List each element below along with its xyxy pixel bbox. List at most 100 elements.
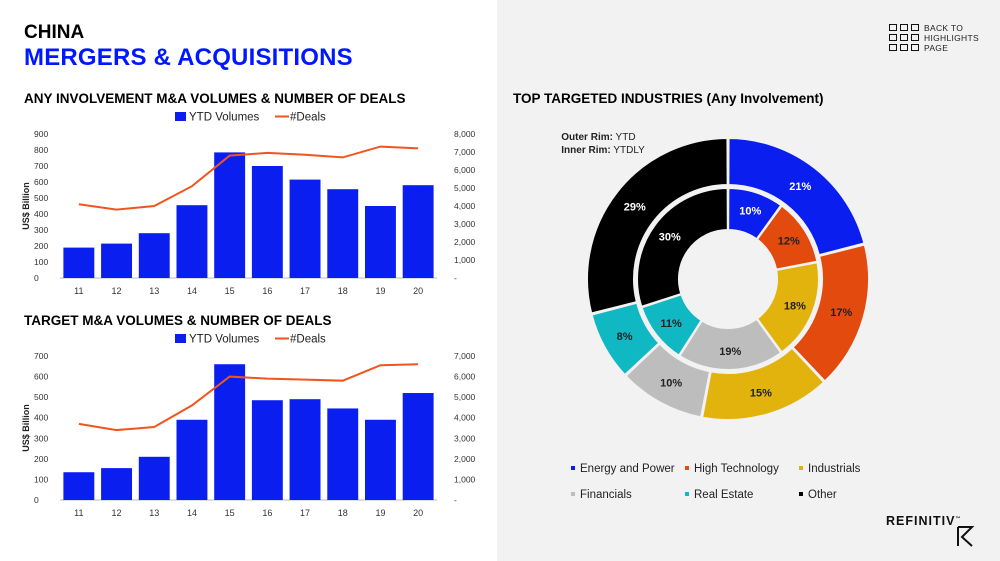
chart1-deals-line <box>78 145 419 211</box>
chart2-xtick-label: 12 <box>112 508 122 518</box>
chart-target: YTD Volumes #Deals 0 100 200 300 400 500 600 700 -… <box>21 334 476 519</box>
chart1-y2tick-label: 2,000 <box>454 237 476 247</box>
outer-slice-energy-and-power <box>727 136 866 257</box>
chart2-xtick-label: 13 <box>149 508 159 518</box>
chart1-bar <box>138 233 170 278</box>
chart1-ytick-label: 600 <box>34 177 48 187</box>
legend-swatch-energy-and-power <box>571 465 575 470</box>
inner-label-other: 30% <box>659 232 681 244</box>
donut-title: TOP TARGETED INDUSTRIES (Any Involvement… <box>513 91 824 106</box>
chart1-xtick-label: 12 <box>112 286 122 296</box>
outer-slice-other <box>586 136 729 315</box>
legend-swatch-financials <box>571 491 575 496</box>
page-title: MERGERS & ACQUISITIONS <box>24 44 353 71</box>
outer-label-other: 29% <box>624 202 646 214</box>
outer-slice-industrials <box>700 346 826 421</box>
inner-label-real-estate: 11% <box>660 318 682 330</box>
chart2-xtick-label: 14 <box>187 508 197 518</box>
chart2-bar <box>214 364 246 500</box>
refinitiv-logo: REFINITIV™ <box>886 514 962 528</box>
chart2-ytick-label: 200 <box>34 454 48 464</box>
chart1-xtick-label: 20 <box>413 286 423 296</box>
chart1-ytick-label: 400 <box>34 209 48 219</box>
chart1-bar <box>176 205 208 278</box>
chart1-y2tick-label: 1,000 <box>454 255 476 265</box>
chart2-legend-line-label: #Deals <box>290 334 326 346</box>
chart2-bar <box>63 472 95 500</box>
chart1-legend-bar-swatch <box>175 112 186 121</box>
chart1-ytick-label: 500 <box>34 193 48 203</box>
chart1-ytick-label: 900 <box>34 129 48 139</box>
chart2-legend-bar-swatch <box>175 334 186 343</box>
legend-item-other: Other <box>799 489 837 501</box>
chart2-y2tick-label: 1,000 <box>454 474 476 484</box>
chart1-xtick-label: 14 <box>187 286 197 296</box>
chart2-xtick-label: 11 <box>74 508 83 518</box>
outer-label-industrials: 15% <box>750 387 772 399</box>
chart1-bar <box>327 189 359 278</box>
chart1-y2tick-label: 4,000 <box>454 201 476 211</box>
chart2-xtick-label: 20 <box>413 508 423 518</box>
chart1-ylabel: US$ Billion <box>21 182 31 230</box>
chart2-y2tick-label: 5,000 <box>454 392 476 402</box>
chart1-bar <box>289 179 321 278</box>
outer-label-financials: 10% <box>660 377 682 389</box>
chart2-xtick-label: 19 <box>375 508 385 518</box>
chart1-legend-bar-label: YTD Volumes <box>189 112 260 124</box>
chart2-bar <box>176 419 208 500</box>
legend-label-real-estate: Real Estate <box>694 489 754 501</box>
chart1-legend: YTD Volumes #Deals <box>175 112 326 124</box>
outer-label-real-estate: 8% <box>617 331 633 343</box>
donut-note: • Outer Rim: YTD <box>560 132 636 143</box>
chart1-legend-line-label: #Deals <box>290 112 326 124</box>
legend-item-real-estate: Real Estate <box>685 489 753 501</box>
chart1-ytick-label: 100 <box>34 257 48 267</box>
donut-chart: • Outer Rim: YTD • Inner Rim: YTDLY 21% 17%… <box>560 132 870 421</box>
chart2-legend-bar-label: YTD Volumes <box>189 334 260 346</box>
chart-any-involvement: YTD Volumes #Deals 0 100 200 300 400 500 600 700 8… <box>21 112 476 297</box>
chart1-y2tick-label: 5,000 <box>454 183 476 193</box>
chart1-bar <box>364 206 396 278</box>
legend-item-high-technology: High Technology <box>685 463 779 475</box>
chart2-y2tick-label: 6,000 <box>454 372 476 382</box>
chart2-legend: YTD Volumes #Deals <box>175 334 326 346</box>
chart2-bar <box>138 456 170 500</box>
chart2-ylabel: US$ Billion <box>21 404 31 452</box>
back-to-highlights-label: BACK TO HIGHLIGHTS PAGE <box>924 23 979 53</box>
chart2-ytick-label: 500 <box>34 392 48 402</box>
legend-label-other: Other <box>808 489 837 501</box>
chart1-ytick-label: 300 <box>34 225 48 235</box>
inner-label-energy-and-power: 10% <box>739 206 761 218</box>
refinitiv-mark-icon <box>957 526 975 547</box>
chart1-ytick-label: 800 <box>34 145 48 155</box>
legend-swatch-industrials <box>799 465 803 470</box>
chart2-ytick-label: 300 <box>34 433 48 443</box>
chart1-ytick-label: 700 <box>34 161 48 171</box>
chart1-xtick-label: 19 <box>375 286 385 296</box>
chart2-bar <box>251 400 283 500</box>
chart2-xtick-label: 18 <box>338 508 348 518</box>
chart2-bar <box>327 408 359 500</box>
chart1-bar <box>63 247 95 278</box>
left-panel: CHINA MERGERS & ACQUISITIONS ANY INVOLVE… <box>0 0 497 561</box>
chart1-xtick-label: 17 <box>300 286 310 296</box>
chart2-xtick-label: 17 <box>300 508 310 518</box>
outer-slice-real-estate <box>590 301 661 377</box>
outer-slice-high-technology <box>791 243 870 383</box>
chart2-y2tick-label: - <box>454 495 457 505</box>
chart1-xtick-label: 15 <box>225 286 235 296</box>
legend-label-financials: Financials <box>580 489 632 501</box>
chart2-y2tick-label: 4,000 <box>454 413 476 423</box>
country-title: CHINA <box>24 22 85 43</box>
chart2-bar <box>101 468 133 500</box>
chart2-y2tick-label: 7,000 <box>454 351 476 361</box>
chart2-bar <box>289 399 321 500</box>
back-to-highlights-link[interactable]: BACK TO HIGHLIGHTS PAGE <box>889 23 982 53</box>
chart1-y2tick-label: 3,000 <box>454 219 476 229</box>
chart2-y2tick-label: 2,000 <box>454 454 476 464</box>
chart1-bar <box>214 152 246 278</box>
chart2-ytick-label: 600 <box>34 372 48 382</box>
chart1-y2tick-label: 7,000 <box>454 147 476 157</box>
legend-swatch-other <box>799 491 803 496</box>
chart2-ytick-label: 100 <box>34 474 48 484</box>
